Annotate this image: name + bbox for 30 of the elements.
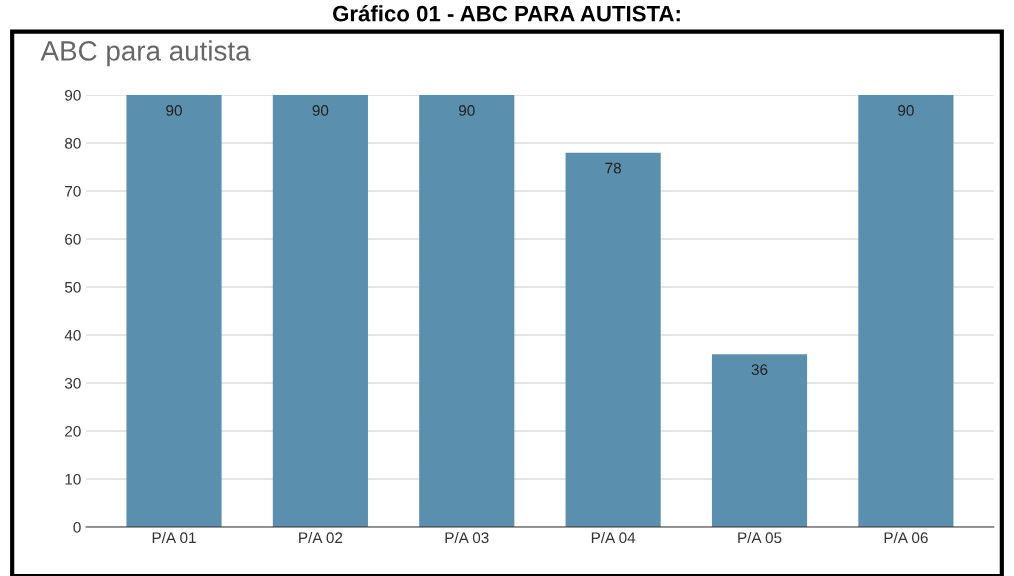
chart-title: Gráfico 01 - ABC PARA AUTISTA: xyxy=(333,5,680,22)
data-label: 90 xyxy=(312,105,329,116)
bar xyxy=(419,95,515,528)
bar xyxy=(858,95,954,528)
bar xyxy=(565,152,661,528)
y-tick-label: 0 xyxy=(73,521,81,533)
x-tick-label: P/A 04 xyxy=(591,531,636,544)
data-label: 36 xyxy=(751,364,768,376)
data-label: 90 xyxy=(898,105,914,116)
y-tick-label: 40 xyxy=(64,329,81,341)
bar xyxy=(126,95,222,528)
chart-subtitle: ABC para autista xyxy=(40,40,251,67)
y-tick-label: 20 xyxy=(65,425,81,437)
y-tick-label: 30 xyxy=(64,377,81,389)
bar xyxy=(711,354,808,528)
bar xyxy=(272,95,368,528)
y-tick-label: 70 xyxy=(65,185,81,197)
data-label: 90 xyxy=(166,105,182,116)
y-tick-label: 60 xyxy=(65,233,81,245)
y-tick-label: 80 xyxy=(65,137,81,149)
x-tick-label: P/A 01 xyxy=(152,531,196,544)
data-label: 90 xyxy=(458,105,475,116)
y-tick-label: 90 xyxy=(65,89,81,101)
x-tick-label: P/A 06 xyxy=(884,531,928,544)
data-label: 78 xyxy=(605,162,621,174)
y-tick-label: 50 xyxy=(64,281,81,293)
y-tick-label: 10 xyxy=(65,473,81,485)
x-tick-label: P/A 03 xyxy=(445,531,489,544)
x-tick-label: P/A 05 xyxy=(738,531,782,544)
x-tick-label: P/A 02 xyxy=(299,531,343,544)
